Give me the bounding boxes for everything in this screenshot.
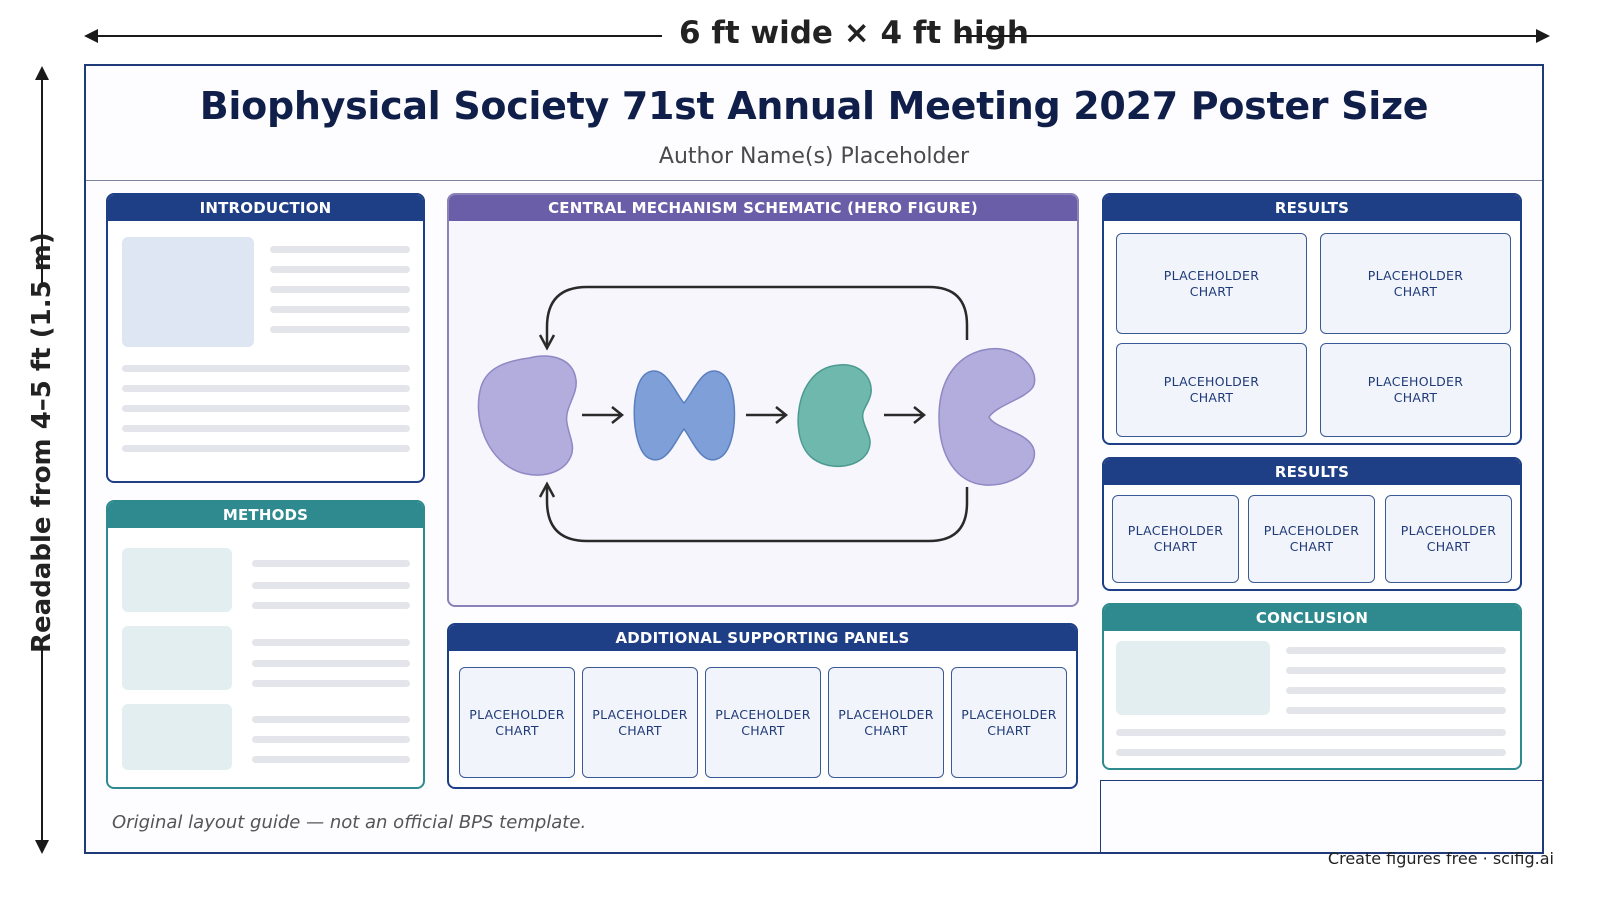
cycle-arrow-bottom (545, 487, 969, 543)
width-dimension-arrow: 6 ft wide × 4 ft high (84, 15, 1550, 52)
placeholder-chart: PLACEHOLDER CHART (459, 667, 575, 778)
text-line (270, 246, 410, 253)
placeholder-chart: PLACEHOLDER CHART (951, 667, 1067, 778)
text-line (252, 716, 410, 723)
protein-shape-2 (633, 370, 736, 461)
hero-figure-heading: CENTRAL MECHANISM SCHEMATIC (HERO FIGURE… (449, 195, 1077, 221)
text-line (270, 326, 410, 333)
results-heading-1: RESULTS (1104, 195, 1520, 221)
empty-region (1100, 780, 1544, 854)
text-line (270, 266, 410, 273)
text-line (1116, 729, 1506, 736)
protein-shape-3 (797, 364, 872, 468)
image-placeholder (122, 548, 232, 612)
height-dimension-arrow: Readable from 4–5 ft (1.5 m) (26, 66, 58, 854)
image-placeholder (122, 237, 254, 347)
text-line (252, 560, 410, 567)
poster-title: Biophysical Society 71st Annual Meeting … (199, 84, 1429, 128)
placeholder-chart: PLACEHOLDER CHART (705, 667, 821, 778)
text-line (252, 736, 410, 743)
right-arrow-icon (746, 406, 789, 424)
height-line-bottom (41, 646, 43, 846)
conclusion-heading: CONCLUSION (1104, 605, 1520, 631)
text-line (122, 385, 410, 392)
text-line (1286, 707, 1506, 714)
width-line-left (90, 35, 662, 37)
placeholder-chart: PLACEHOLDER CHART (1112, 495, 1239, 583)
text-line (252, 639, 410, 646)
hero-figure-panel: CENTRAL MECHANISM SCHEMATIC (HERO FIGURE… (447, 193, 1079, 607)
text-line (252, 660, 410, 667)
placeholder-chart: PLACEHOLDER CHART (828, 667, 944, 778)
placeholder-chart: PLACEHOLDER CHART (1320, 343, 1511, 437)
text-line (122, 425, 410, 432)
text-line (1286, 687, 1506, 694)
text-line (252, 582, 410, 589)
mechanism-schematic (477, 285, 1036, 543)
text-line (270, 306, 410, 313)
width-line-right (958, 35, 1544, 37)
introduction-heading: INTRODUCTION (108, 195, 423, 221)
protein-shape-4 (938, 347, 1036, 486)
text-line (252, 756, 410, 763)
supporting-panels: ADDITIONAL SUPPORTING PANELS PLACEHOLDER… (447, 623, 1078, 789)
text-line (122, 365, 410, 372)
text-line (122, 405, 410, 412)
image-placeholder (122, 704, 232, 770)
placeholder-chart: PLACEHOLDER CHART (1385, 495, 1512, 583)
placeholder-chart: PLACEHOLDER CHART (1248, 495, 1375, 583)
protein-shape-1 (477, 355, 577, 476)
results-panel-2: RESULTS PLACEHOLDER CHART PLACEHOLDER CHAR… (1102, 457, 1522, 591)
arrowhead-icon (538, 334, 556, 351)
methods-panel: METHODS (106, 500, 425, 789)
placeholder-chart: PLACEHOLDER CHART (1116, 233, 1307, 334)
arrow-down-icon (35, 840, 49, 854)
methods-heading: METHODS (108, 502, 423, 528)
results-heading-2: RESULTS (1104, 459, 1520, 485)
arrow-right-icon (1536, 29, 1550, 43)
right-arrow-icon (884, 406, 927, 424)
poster-header: Biophysical Society 71st Annual Meeting … (86, 66, 1542, 181)
cycle-arrow-top (545, 285, 969, 345)
footnote: Original layout guide — not an official … (112, 812, 587, 833)
width-label: 6 ft wide × 4 ft high (679, 15, 1029, 51)
placeholder-chart: PLACEHOLDER CHART (582, 667, 698, 778)
poster-authors: Author Name(s) Placeholder (658, 144, 970, 169)
image-placeholder (122, 626, 232, 690)
arrow-up-icon (35, 66, 49, 80)
height-line-top (41, 74, 43, 284)
text-line (252, 680, 410, 687)
placeholder-chart: PLACEHOLDER CHART (1116, 343, 1307, 437)
text-line (1286, 647, 1506, 654)
image-placeholder (1116, 641, 1270, 715)
text-line (270, 286, 410, 293)
text-line (122, 445, 410, 452)
arrowhead-icon (538, 481, 556, 498)
introduction-panel: INTRODUCTION (106, 193, 425, 483)
text-line (1286, 667, 1506, 674)
height-label: Readable from 4–5 ft (1.5 m) (27, 232, 57, 653)
right-arrow-icon (582, 406, 625, 424)
text-line (1116, 749, 1506, 756)
results-panel-1: RESULTS PLACEHOLDER CHART PLACEHOLDER CHAR… (1102, 193, 1522, 445)
watermark: Create figures free · scifig.ai (1327, 849, 1554, 868)
supporting-panels-heading: ADDITIONAL SUPPORTING PANELS (449, 625, 1076, 651)
text-line (252, 602, 410, 609)
placeholder-chart: PLACEHOLDER CHART (1320, 233, 1511, 334)
conclusion-panel: CONCLUSION (1102, 603, 1522, 770)
